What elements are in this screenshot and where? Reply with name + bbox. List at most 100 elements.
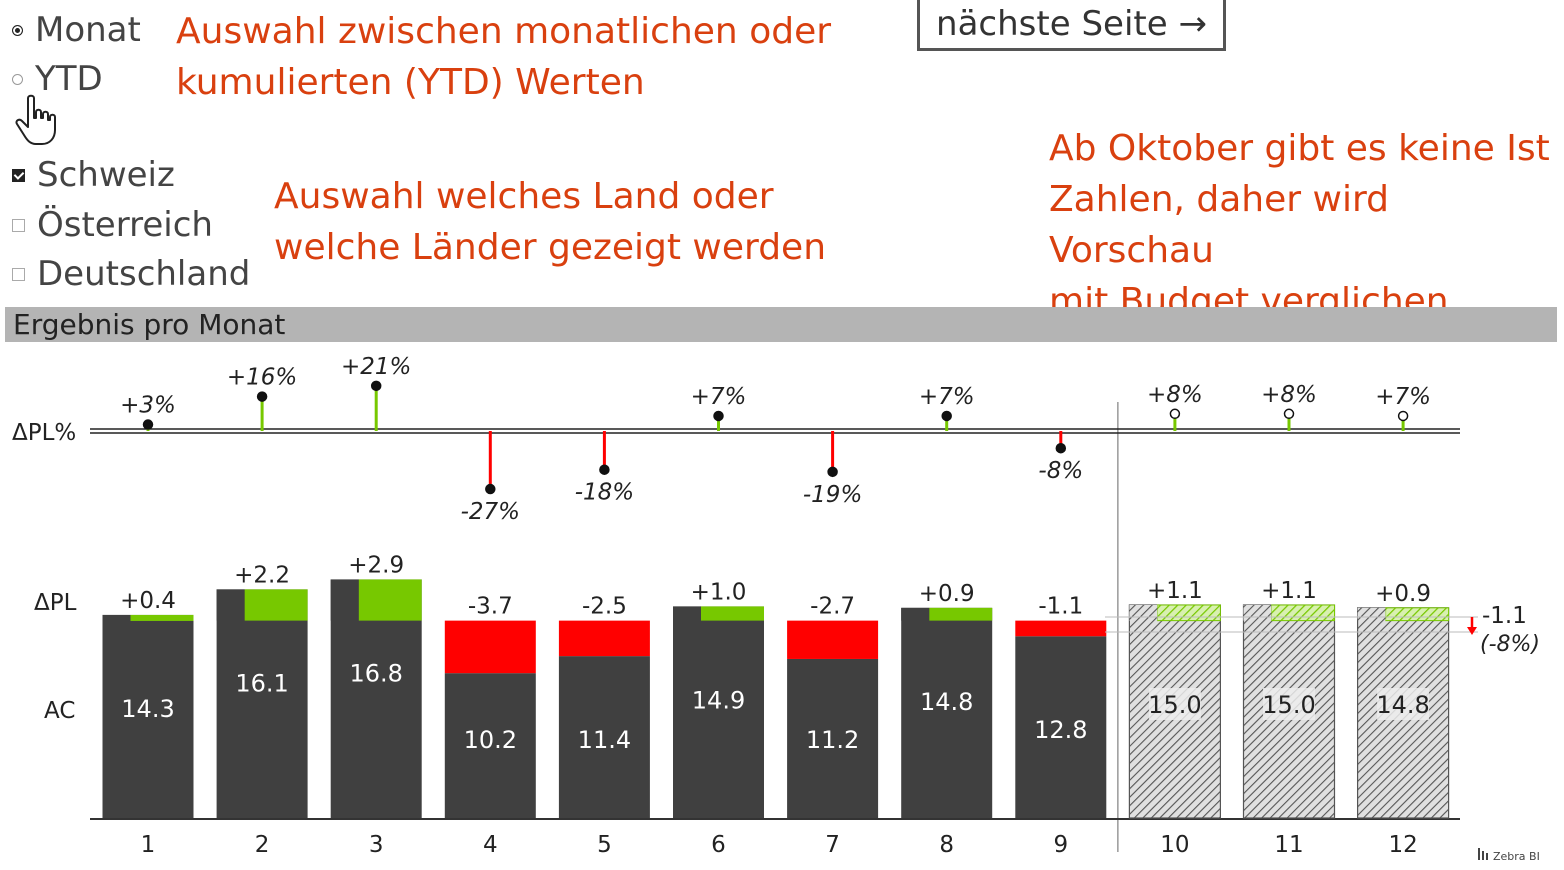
delta-bar: [1271, 604, 1335, 622]
category-tick-label: 3: [369, 832, 384, 858]
delta-bar-base: [216, 589, 245, 621]
watermark-label: Zebra BI: [1493, 850, 1540, 863]
section-header: Ergebnis pro Monat: [5, 307, 1557, 342]
delta-pct-pin-head: [827, 466, 838, 478]
ac-value-label: 15.0: [1262, 691, 1315, 719]
ac-bar: [673, 606, 764, 818]
category-tick-label: 1: [141, 832, 156, 858]
delta-pct-pin-head: [713, 410, 724, 422]
radio-selected-icon: [12, 24, 23, 36]
delta-value-label: +2.2: [234, 562, 290, 588]
radio-monat-label: Monat: [35, 10, 141, 50]
delta-pct-label: +21%: [341, 354, 411, 380]
delta-value-label: +1.1: [1261, 578, 1317, 604]
period-note-line: Auswahl zwischen monatlichen oder: [176, 11, 832, 52]
watermark-logo-icon: [1482, 851, 1484, 860]
delta-value-label: -1.1: [1038, 594, 1083, 620]
checkbox-deutschland-label: Deutschland: [37, 254, 251, 294]
delta-value-label: +1.1: [1147, 578, 1203, 604]
country-note: Auswahl welches Land oder welche Länder …: [274, 171, 826, 273]
row-label-actual: AC: [44, 698, 75, 724]
forecast-note-line: Ab Oktober gibt es keine Ist: [1049, 128, 1550, 169]
delta-pct-pin-head: [1055, 442, 1067, 454]
delta-value-label: -3.7: [468, 594, 513, 620]
checkbox-schweiz[interactable]: Schweiz: [12, 155, 175, 195]
ac-value-label: 11.4: [578, 726, 631, 754]
checkbox-oesterreich[interactable]: Österreich: [12, 205, 213, 245]
checkbox-checked-icon: [12, 168, 25, 182]
delta-bar: [1385, 607, 1450, 622]
delta-pct-label: -27%: [461, 499, 520, 525]
delta-bar: [787, 620, 879, 659]
delta-pct-label: -8%: [1038, 458, 1083, 484]
ac-bar: [216, 589, 308, 818]
ac-value-label-bg: [1263, 688, 1315, 720]
ac-value-label-bg: [1148, 688, 1201, 720]
category-tick-label: 7: [825, 832, 840, 858]
ac-value-label: 16.1: [235, 669, 288, 697]
delta-pct-pin-head: [599, 464, 610, 475]
country-note-line: welche Länder gezeigt werden: [274, 227, 827, 268]
delta-pct-pin-head: [1397, 410, 1409, 422]
delta-bar: [358, 579, 422, 621]
ac-bar: [102, 614, 194, 818]
delta-value-label: +0.9: [919, 581, 975, 607]
ac-bar: [558, 656, 650, 818]
delta-bar-base: [1129, 605, 1158, 621]
forecast-note-line: Zahlen, daher wird Vorschau: [1049, 179, 1389, 271]
ac-bar: [1015, 636, 1107, 818]
category-tick-label: 6: [711, 832, 726, 858]
ac-bar: [444, 673, 536, 818]
category-tick-label: 5: [597, 832, 612, 858]
delta-bar-base: [901, 607, 930, 621]
hand-cursor-icon: [15, 94, 56, 145]
country-note-line: Auswahl welches Land oder: [274, 176, 774, 217]
row-label-delta-pct: ΔPL%: [12, 420, 76, 446]
category-tick-label: 12: [1388, 832, 1417, 858]
ac-value-label: 14.9: [692, 686, 745, 714]
total-delta-label: -1.1: [1482, 603, 1527, 629]
checkbox-deutschland[interactable]: Deutschland: [12, 254, 250, 294]
delta-value-label: +2.9: [348, 552, 404, 578]
period-note: Auswahl zwischen monatlichen oder kumuli…: [176, 6, 831, 108]
ac-bar: [1356, 607, 1450, 819]
delta-pct-label: +3%: [120, 393, 176, 419]
next-page-button[interactable]: nächste Seite →: [917, 0, 1226, 51]
delta-pct-pin-head: [941, 410, 952, 422]
delta-pct-label: +7%: [691, 384, 747, 410]
ac-value-label-bg: [1377, 688, 1430, 720]
period-note-line: kumulierten (YTD) Werten: [176, 62, 645, 103]
delta-pct-label: +8%: [1261, 382, 1317, 408]
delta-bar: [244, 589, 308, 621]
ac-bar: [901, 607, 993, 818]
category-tick-label: 10: [1160, 832, 1189, 858]
total-delta-arrow-head: [1467, 627, 1477, 635]
delta-pct-label: +16%: [227, 365, 297, 391]
delta-bar-base: [1357, 607, 1386, 621]
delta-value-label: -2.7: [810, 594, 855, 620]
checkbox-unchecked-icon: [12, 218, 25, 232]
category-tick-label: 4: [483, 832, 498, 858]
ac-value-label: 15.0: [1148, 691, 1201, 719]
delta-bar-base: [330, 579, 359, 621]
delta-pct-pin-head: [370, 380, 382, 392]
delta-value-label: +0.4: [120, 588, 176, 614]
ac-value-label: 10.2: [464, 726, 517, 754]
delta-pct-label: +7%: [1375, 384, 1431, 410]
delta-bar: [1015, 620, 1107, 637]
delta-value-label: -2.5: [582, 594, 627, 620]
radio-ytd[interactable]: YTD: [12, 59, 103, 99]
delta-pct-label: +8%: [1147, 382, 1203, 408]
checkbox-schweiz-label: Schweiz: [37, 155, 175, 195]
delta-bar-base: [673, 606, 701, 621]
watermark-logo-icon: [1486, 853, 1488, 860]
category-tick-label: 8: [939, 832, 954, 858]
delta-value-label: +1.0: [691, 579, 747, 605]
total-delta-pct-label: (-8%): [1480, 632, 1540, 657]
ac-value-label: 14.3: [121, 695, 174, 723]
delta-pct-pin-head: [142, 419, 154, 430]
radio-monat[interactable]: Monat: [12, 10, 141, 50]
delta-pct-pin-head: [256, 391, 268, 402]
delta-bar-base: [102, 614, 131, 621]
